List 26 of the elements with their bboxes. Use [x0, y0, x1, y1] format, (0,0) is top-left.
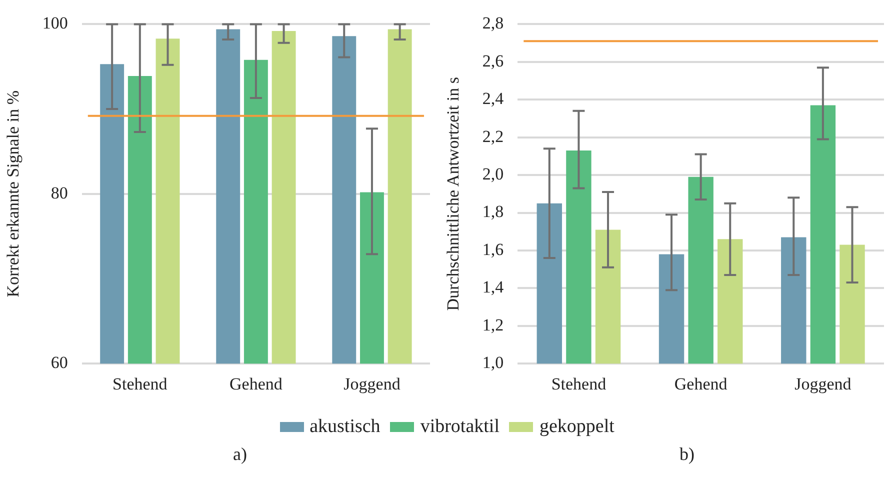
y-tick-label: 1,4: [482, 278, 504, 297]
legend-label: akustisch: [310, 416, 380, 438]
y-tick-label: 2,8: [482, 14, 504, 33]
x-tick-label: Stehend: [551, 374, 607, 394]
y-tick-label: 100: [42, 14, 68, 33]
y-tick-label: 2,4: [482, 89, 504, 108]
y-tick-label: 1,0: [482, 353, 504, 372]
x-tick-label: Joggend: [794, 374, 852, 394]
legend-label: vibrotaktil: [420, 416, 500, 438]
y-tick-label: 2,6: [482, 51, 504, 70]
x-tick-label: Gehend: [230, 374, 283, 394]
y-axis-title: Korrekt erkannte Signale in %: [4, 90, 23, 298]
legend-label: gekoppelt: [539, 416, 614, 438]
text: b): [678, 444, 696, 465]
x-tick-label: Gehend: [674, 374, 728, 394]
text: a): [232, 444, 248, 465]
x-tick-label: Stehend: [112, 374, 168, 394]
y-tick-label: 2,2: [482, 126, 504, 146]
y-tick-label: 1,8: [482, 202, 504, 222]
y-axis-title: Durchschnittliche Antwortzeit in s: [444, 77, 463, 311]
y-tick-label: 80: [50, 183, 68, 202]
y-tick-label: 60: [50, 353, 68, 372]
y-tick-label: 2,0: [482, 164, 504, 184]
y-tick-label: 1,2: [482, 315, 504, 334]
y-tick-label: 1,6: [482, 240, 504, 259]
x-tick-label: Joggend: [344, 374, 401, 394]
